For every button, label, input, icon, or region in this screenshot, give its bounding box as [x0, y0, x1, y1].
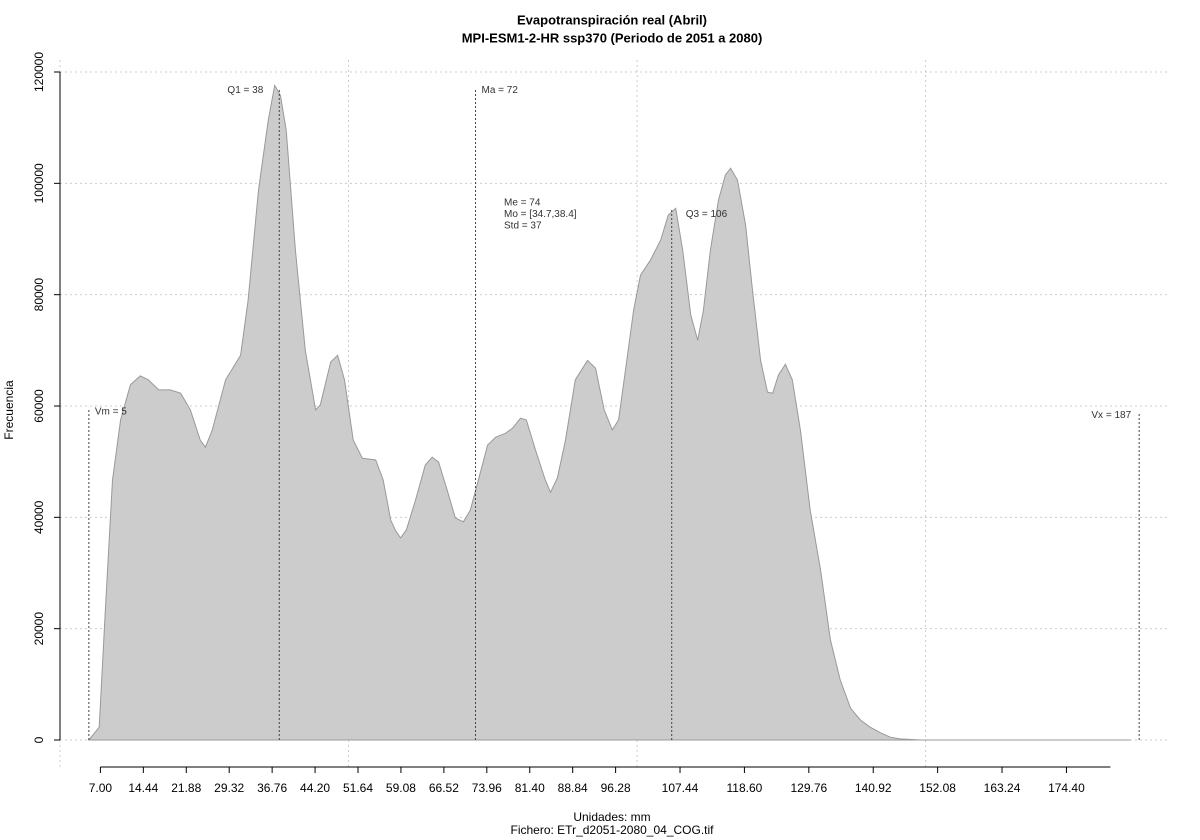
x-tick-label: 107.44	[662, 781, 699, 795]
x-tick-label: 36.76	[257, 781, 287, 795]
annotation-label: Q3 = 106	[686, 209, 728, 220]
density-area	[87, 83, 1131, 741]
chart-subtitle: MPI-ESM1-2-HR ssp370 (Periodo de 2051 a …	[462, 30, 763, 45]
x-tick-label: 96.28	[601, 781, 631, 795]
x-tick-label: 163.24	[984, 781, 1021, 795]
y-tick-label: 20000	[32, 612, 46, 646]
annotation-label: Ma = 72	[482, 85, 519, 96]
x-tick-label: 73.96	[472, 781, 502, 795]
x-tick-label: 152.08	[919, 781, 956, 795]
annotation-label: Vm = 5	[95, 407, 127, 418]
annotation-label: Q1 = 38	[227, 85, 263, 96]
y-tick-label: 100000	[32, 163, 46, 203]
x-tick-label: 51.64	[343, 781, 373, 795]
y-tick-label: 0	[32, 736, 46, 743]
x-tick-label: 118.60	[727, 781, 763, 795]
stats-label: Mo = [34.7,38.4]	[504, 209, 577, 220]
x-tick-label: 29.32	[214, 781, 244, 795]
chart-title: Evapotranspiración real (Abril)	[517, 12, 707, 27]
x-tick-label: 81.40	[515, 781, 545, 795]
x-tick-label: 59.08	[386, 781, 416, 795]
x-tick-label: 140.92	[855, 781, 892, 795]
x-tick-label: 7.00	[89, 781, 113, 795]
x-tick-label: 44.20	[300, 781, 330, 795]
y-tick-label: 80000	[32, 278, 46, 312]
y-axis-label: Frecuencia	[2, 380, 16, 440]
stats-label: Me = 74	[504, 198, 541, 209]
x-tick-label: 14.44	[128, 781, 158, 795]
x-axis-label: Unidades: mm	[573, 810, 650, 824]
y-tick-label: 60000	[32, 389, 46, 423]
x-tick-label: 66.52	[429, 781, 459, 795]
x-tick-label: 129.76	[790, 781, 827, 795]
y-tick-label: 120000	[32, 52, 46, 92]
annotation-label: Vx = 187	[1091, 410, 1131, 421]
x-tick-label: 21.88	[171, 781, 201, 795]
y-tick-label: 40000	[32, 500, 46, 534]
stats-label: Std = 37	[504, 221, 542, 232]
footer: Fichero: ETr_d2051-2080_04_COG.tif	[511, 823, 715, 837]
x-tick-label: 88.84	[558, 781, 588, 795]
x-tick-label: 174.40	[1048, 781, 1085, 795]
